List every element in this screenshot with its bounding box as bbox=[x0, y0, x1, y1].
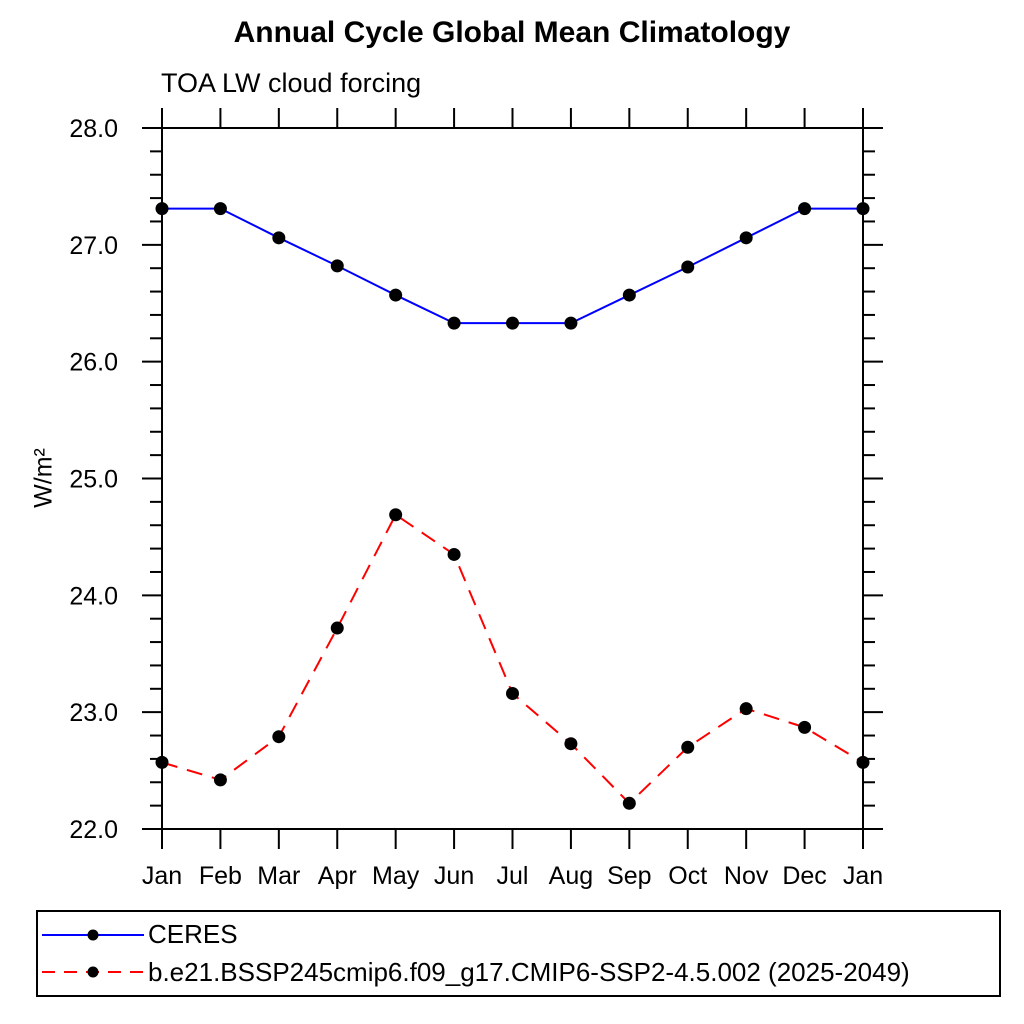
series-1-marker bbox=[739, 231, 753, 245]
y-tick-label: 23.0 bbox=[69, 699, 118, 727]
y-tick-label: 26.0 bbox=[69, 349, 118, 377]
series-1-marker bbox=[506, 316, 519, 330]
x-tick-label: Mar bbox=[257, 862, 300, 890]
legend-line-sample-ceres bbox=[42, 929, 144, 941]
series-1-marker bbox=[798, 202, 812, 216]
legend-box: CERES b.e21.BSSP245cmip6.f09_g17.CMIP6-S… bbox=[36, 910, 1001, 997]
legend-line-sample-model bbox=[42, 966, 144, 978]
y-tick-label: 27.0 bbox=[69, 232, 118, 260]
series-2-marker bbox=[389, 508, 403, 522]
legend-item-ceres: CERES bbox=[40, 917, 999, 953]
x-tick-label: Aug bbox=[549, 862, 593, 890]
series-2-marker bbox=[622, 796, 636, 810]
x-tick-label: May bbox=[372, 862, 420, 890]
y-tick-label: 24.0 bbox=[69, 582, 118, 610]
series-1-marker bbox=[213, 202, 227, 216]
x-tick-label: Nov bbox=[724, 862, 769, 890]
x-tick-label: Feb bbox=[199, 862, 242, 890]
legend-sample-marker bbox=[87, 929, 99, 941]
series-2-marker bbox=[506, 686, 519, 700]
x-tick-label: Jun bbox=[434, 862, 474, 890]
series-1-marker bbox=[272, 231, 286, 245]
y-tick-label: 25.0 bbox=[69, 466, 118, 494]
x-tick-label: Sep bbox=[607, 862, 651, 890]
series-2-marker bbox=[856, 755, 870, 769]
series-1-line bbox=[162, 207, 863, 325]
chart-subtitle: TOA LW cloud forcing bbox=[161, 68, 422, 98]
series-2-marker bbox=[155, 755, 169, 769]
plot-frame bbox=[161, 127, 864, 830]
series-2-marker bbox=[739, 702, 753, 716]
series-2-marker bbox=[798, 720, 812, 734]
x-tick-label: Jan bbox=[843, 862, 883, 890]
series-2-line bbox=[161, 513, 864, 805]
series-2-marker bbox=[213, 773, 227, 787]
x-tick-label: Jul bbox=[497, 862, 529, 890]
series-2-marker bbox=[681, 740, 695, 754]
legend-item-model: b.e21.BSSP245cmip6.f09_g17.CMIP6-SSP2-4.… bbox=[40, 954, 999, 990]
series-2-marker bbox=[447, 547, 461, 561]
chart-title: Annual Cycle Global Mean Climatology bbox=[233, 16, 791, 49]
x-tick-label: Dec bbox=[782, 862, 826, 890]
series-1-marker bbox=[681, 260, 695, 274]
x-tick-label: Apr bbox=[318, 862, 357, 890]
series-1-marker bbox=[856, 202, 870, 216]
series-1-marker bbox=[330, 259, 344, 273]
x-tick-label: Jan bbox=[142, 862, 182, 890]
series-2-marker bbox=[564, 737, 578, 751]
legend-label-ceres: CERES bbox=[148, 919, 238, 950]
y-tick-label: 22.0 bbox=[69, 816, 118, 844]
series-2-marker bbox=[272, 730, 286, 744]
y-axis-title: W/m² bbox=[29, 448, 58, 508]
series-1-marker bbox=[564, 316, 578, 330]
y-tick-label: 28.0 bbox=[69, 115, 118, 143]
legend-label-model: b.e21.BSSP245cmip6.f09_g17.CMIP6-SSP2-4.… bbox=[148, 956, 910, 987]
series-1-marker bbox=[447, 316, 461, 330]
series-2-marker bbox=[330, 621, 344, 635]
series-1-marker bbox=[622, 288, 636, 302]
legend-sample-marker bbox=[87, 966, 99, 978]
series-1-marker bbox=[155, 202, 169, 216]
series-1-marker bbox=[389, 288, 403, 302]
x-tick-label: Oct bbox=[668, 862, 707, 890]
